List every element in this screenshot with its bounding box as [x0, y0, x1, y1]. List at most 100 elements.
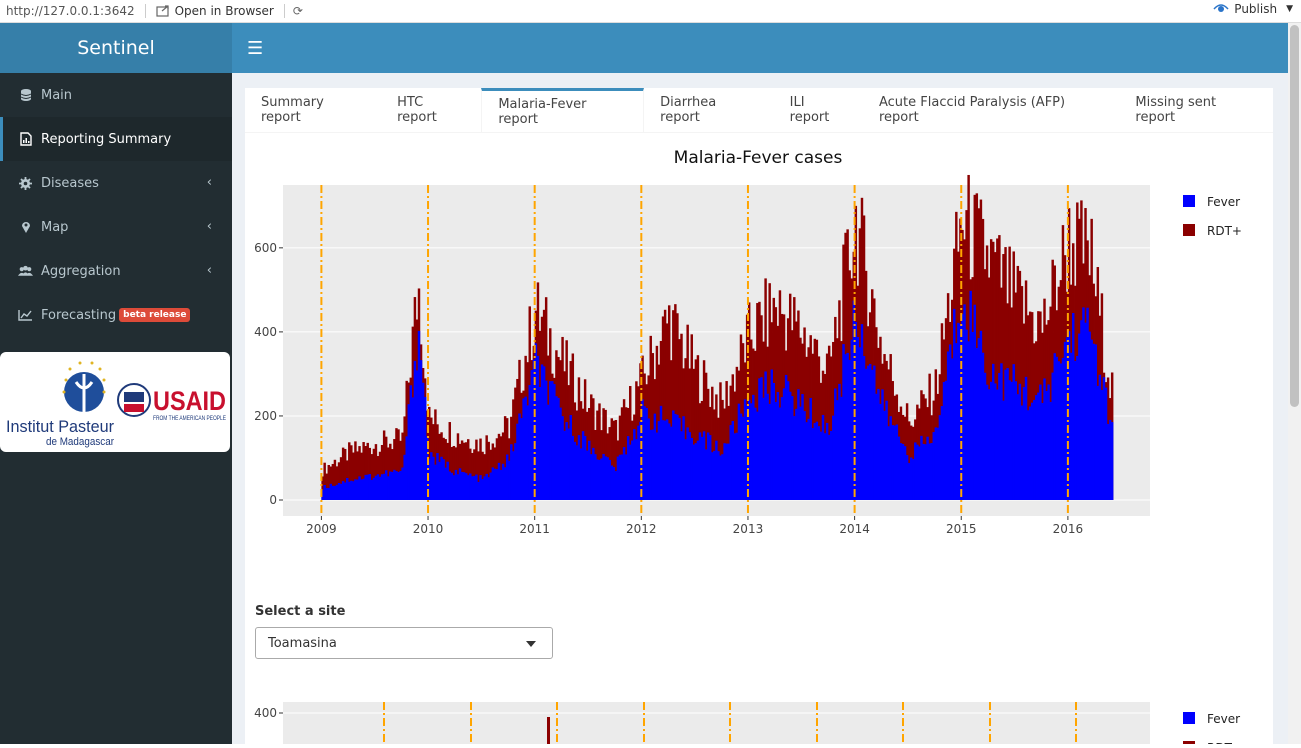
fever-bar	[440, 456, 443, 500]
fever-bar	[549, 381, 552, 500]
fever-bar	[741, 416, 745, 500]
rdt-bar	[325, 473, 328, 500]
open-in-browser-button[interactable]: Open in Browser	[146, 4, 285, 18]
fever-bar	[454, 469, 458, 500]
rdt-bar	[448, 422, 451, 500]
fever-bar	[891, 425, 894, 500]
rdt-bar	[1096, 267, 1100, 500]
fever-bar	[764, 371, 767, 500]
fever-bar	[729, 425, 732, 500]
sidebar-item-aggregation[interactable]: Aggregation ‹	[0, 249, 232, 293]
fever-bar	[868, 363, 872, 500]
fever-bar	[655, 432, 659, 500]
rdt-bar	[343, 448, 347, 500]
sidebar-item-forecasting[interactable]: Forecasting beta release	[0, 293, 232, 337]
fever-bar	[483, 476, 486, 500]
fever-bar	[477, 481, 480, 500]
sidebar-item-label: Forecasting	[41, 307, 117, 323]
fever-bar	[797, 389, 800, 500]
rdt-bar	[1008, 246, 1011, 500]
fever-bar	[524, 396, 527, 500]
rdt-bar	[350, 445, 353, 500]
rdt-bar	[393, 439, 396, 500]
tab-missing-sent-report[interactable]: Missing sent report	[1135, 95, 1217, 125]
app-title[interactable]: Sentinel	[0, 23, 232, 73]
fever-bar	[553, 384, 556, 500]
publish-button[interactable]: Publish ▼	[1213, 2, 1293, 16]
fever-bar	[938, 415, 942, 500]
fever-bar	[1041, 402, 1044, 500]
fever-bar	[992, 363, 995, 500]
fever-bar	[987, 389, 991, 500]
fever-bar	[495, 469, 499, 500]
hamburger-menu-icon[interactable]: ☰	[247, 38, 264, 59]
fever-bar	[940, 406, 944, 500]
fever-bar	[819, 431, 823, 500]
tab-summary-report[interactable]: Summary report	[261, 95, 324, 125]
fever-bar	[415, 370, 419, 500]
page-scrollbar[interactable]	[1288, 23, 1301, 744]
fever-bar	[391, 471, 394, 500]
open-in-browser-label: Open in Browser	[174, 4, 274, 18]
fever-bar	[327, 488, 330, 500]
rdt-bar	[672, 310, 675, 500]
legend-swatch	[1183, 712, 1195, 724]
fever-bar	[649, 429, 652, 500]
rdt-bar	[348, 442, 351, 500]
fever-bar	[994, 383, 997, 500]
fever-bar	[565, 422, 568, 500]
fever-bar	[950, 358, 954, 500]
refresh-icon[interactable]: ⟳	[292, 4, 303, 18]
tab-ili-report[interactable]: ILI report	[789, 95, 830, 125]
scrollbar-thumb[interactable]	[1290, 25, 1299, 407]
malaria-fever-chart[interactable]: Malaria-Fever cases 0 200 400 600 2009 2010 201…	[245, 140, 1265, 540]
sidebar-item-diseases[interactable]: Diseases ‹	[0, 161, 232, 205]
rdt-bar	[620, 407, 624, 500]
x-tick-label: 2009	[306, 522, 337, 536]
site-select-dropdown[interactable]: Toamasina	[255, 627, 553, 659]
legend-swatch	[1183, 195, 1195, 207]
sidebar-item-main[interactable]: Main	[0, 73, 232, 117]
fever-bar	[838, 383, 841, 500]
fever-bar	[585, 450, 589, 500]
fever-bar	[631, 440, 634, 500]
sidebar-item-reporting-summary[interactable]: Reporting Summary	[0, 117, 232, 161]
fever-bar	[774, 402, 778, 500]
fever-bar	[641, 399, 644, 500]
fever-bar	[708, 435, 712, 500]
rdt-bar	[366, 442, 369, 500]
fever-bar	[667, 423, 671, 500]
fever-bar	[969, 290, 972, 500]
fever-bar	[417, 330, 421, 500]
tab-afp-report[interactable]: Acute Flaccid Paralysis (AFP) report	[878, 95, 1066, 125]
rdt-bar	[352, 452, 355, 500]
fever-bar	[776, 392, 780, 500]
fever-bar	[546, 404, 550, 500]
fever-bar	[505, 454, 509, 500]
tab-htc-report[interactable]: HTC report	[397, 95, 437, 125]
fever-bar	[739, 413, 743, 500]
fever-bar	[469, 473, 472, 500]
fever-bar	[694, 443, 698, 500]
tab-malaria-fever-report[interactable]: Malaria-Fever report	[481, 88, 645, 132]
site-malaria-fever-chart[interactable]: 400 Fever RDT+	[245, 692, 1265, 744]
fever-bar	[1059, 363, 1063, 500]
fever-bar	[698, 432, 702, 500]
fever-bar	[438, 461, 441, 500]
fever-bar	[1106, 423, 1110, 500]
fever-bar	[464, 473, 468, 500]
fever-bar	[727, 443, 730, 500]
y-tick-label: 0	[269, 493, 277, 507]
x-tick-label: 2014	[839, 522, 870, 536]
sidebar-item-map[interactable]: Map ‹	[0, 205, 232, 249]
fever-bar	[1033, 399, 1036, 500]
fever-bar	[932, 432, 935, 500]
rdt-bar	[655, 345, 659, 500]
url-text[interactable]: http://127.0.0.1:3642	[0, 4, 146, 18]
rdt-bar	[382, 430, 386, 500]
tab-diarrhea-report[interactable]: Diarrhea report	[660, 95, 717, 125]
fever-bar	[348, 481, 351, 500]
fever-bar	[1008, 380, 1011, 500]
rdt-bar	[335, 466, 339, 500]
rdt-bar	[401, 432, 404, 500]
